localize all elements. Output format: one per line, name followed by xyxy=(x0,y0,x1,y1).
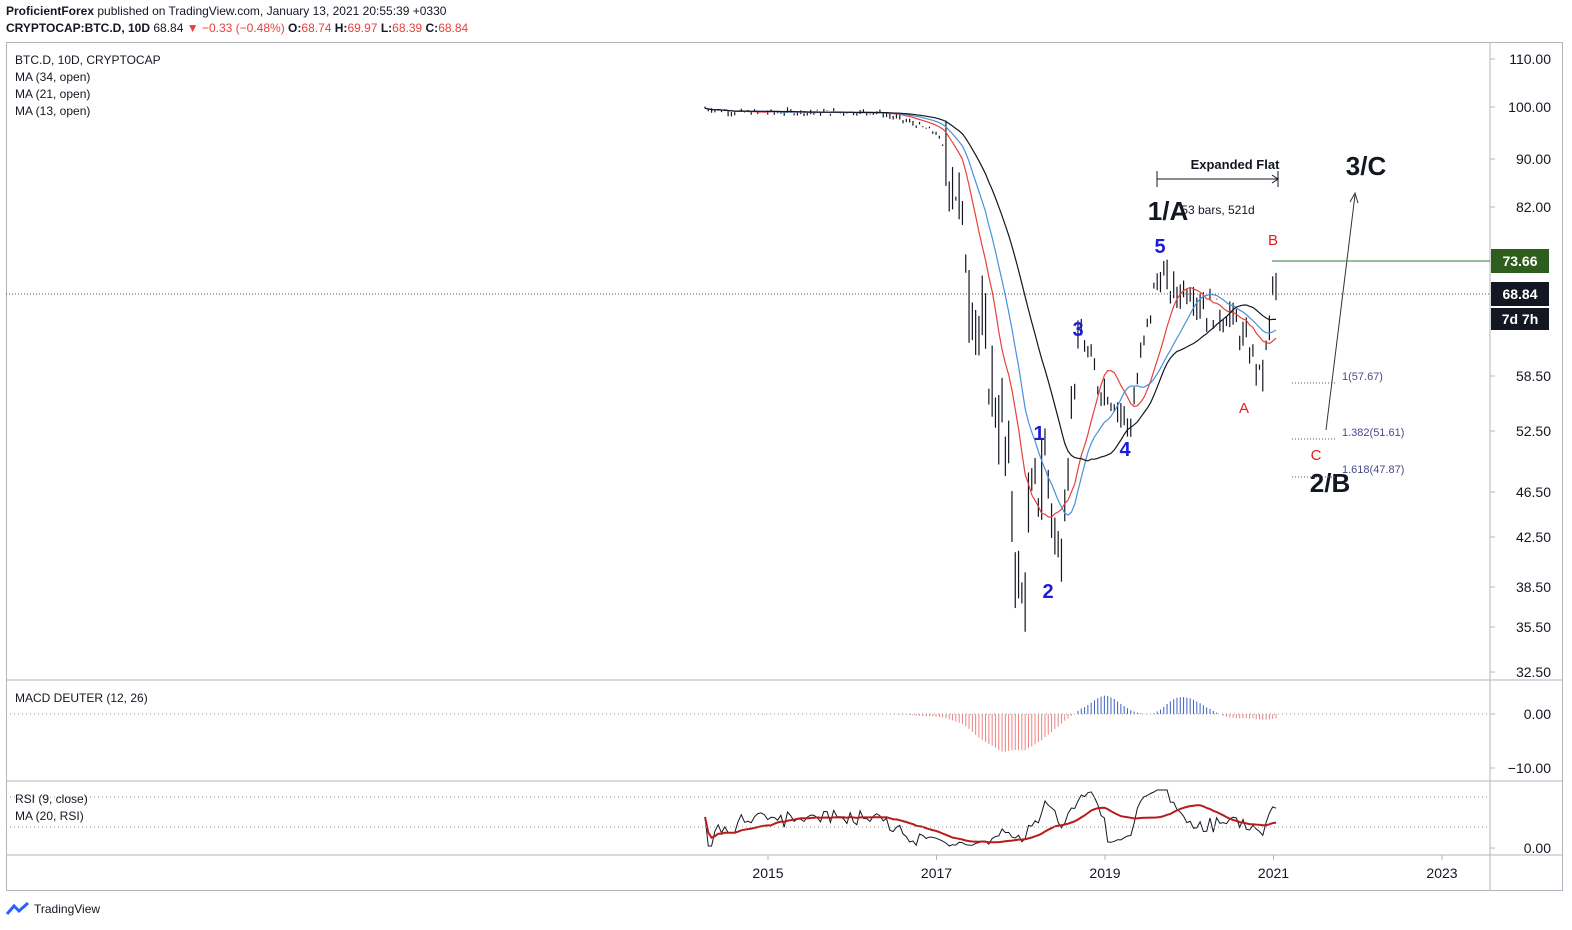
time-tick-label: 2015 xyxy=(752,865,783,881)
price-tick-label: 35.50 xyxy=(1516,619,1551,635)
bars-count-label: 53 bars, 521d xyxy=(1181,203,1254,217)
projection-arrow xyxy=(1325,194,1356,431)
time-tick-label: 2019 xyxy=(1089,865,1120,881)
countdown-badge xyxy=(1491,308,1549,330)
abc-label-A: A xyxy=(1239,400,1249,417)
open-label: O: xyxy=(288,21,302,35)
legend-ma13[interactable]: MA (13, open) xyxy=(15,104,91,118)
price-tick-label: 58.50 xyxy=(1516,368,1551,384)
price-tick-label: 100.00 xyxy=(1508,99,1551,115)
high-badge xyxy=(1491,249,1549,273)
change-value: −0.33 (−0.48%) xyxy=(201,21,285,35)
legend-ma34[interactable]: MA (34, open) xyxy=(15,70,91,84)
brand-name[interactable]: TradingView xyxy=(34,902,101,916)
date-range-arrow-icon xyxy=(1271,174,1279,184)
high-label: H: xyxy=(334,21,348,35)
published-text: published on TradingView.com, January 13… xyxy=(97,4,447,18)
wave-label-1: 1 xyxy=(1033,423,1044,445)
wave-degree-label: 1/A xyxy=(1148,196,1189,226)
legend-rsi-ma[interactable]: MA (20, RSI) xyxy=(15,809,84,823)
countdown-label: 7d 7h xyxy=(1502,311,1539,327)
macd-tick-label: −10.00 xyxy=(1508,760,1551,776)
low-label: L: xyxy=(380,21,393,35)
price-tick-label: 90.00 xyxy=(1516,151,1551,167)
publisher-name[interactable]: ProficientForex xyxy=(6,4,95,18)
expanded-flat-label: Expanded Flat xyxy=(1191,157,1281,172)
fib-level-label: 1.618(47.87) xyxy=(1342,464,1404,476)
footer: TradingView xyxy=(6,902,100,916)
wave-label-2: 2 xyxy=(1042,581,1053,603)
price-tick-label: 46.50 xyxy=(1516,484,1551,500)
symbol-text: CRYPTOCAP:BTC.D, 10D xyxy=(6,21,151,35)
quote-line: CRYPTOCAP:BTC.D, 10D 68.84 ▼ −0.33 (−0.4… xyxy=(6,21,468,35)
fib-level-label: 1(57.67) xyxy=(1342,371,1383,383)
time-tick-label: 2017 xyxy=(921,865,952,881)
wave-degree-label: 3/C xyxy=(1346,151,1387,181)
legend-macd[interactable]: MACD DEUTER (12, 26) xyxy=(15,691,148,705)
wave-label-3: 3 xyxy=(1072,319,1083,341)
rsi-line xyxy=(704,789,1277,847)
wave-label-5: 5 xyxy=(1154,236,1165,258)
price-tick-label: 38.50 xyxy=(1516,579,1551,595)
high-value: 69.97 xyxy=(347,21,378,35)
price-tick-label: 110.00 xyxy=(1509,51,1551,67)
macd-histogram xyxy=(744,695,1277,752)
rsi-tick-label: 0.00 xyxy=(1524,840,1551,856)
wave-label-4: 4 xyxy=(1119,439,1131,461)
high-badge-label: 73.66 xyxy=(1502,253,1537,269)
close-value: 68.84 xyxy=(438,21,469,35)
abc-label-C: C xyxy=(1311,447,1322,464)
price-tick-label: 42.50 xyxy=(1516,529,1551,545)
time-tick-label: 2023 xyxy=(1426,865,1457,881)
change-text: ▼ −0.33 (−0.48%) xyxy=(186,21,285,35)
open-value: 68.74 xyxy=(301,21,332,35)
legend-title[interactable]: BTC.D, 10D, CRYPTOCAP xyxy=(15,53,161,67)
price-bars xyxy=(704,106,1277,632)
arrow-head-icon xyxy=(1349,191,1359,204)
legend-rsi[interactable]: RSI (9, close) xyxy=(15,792,88,806)
low-value: 68.39 xyxy=(392,21,423,35)
close-label: C: xyxy=(425,21,439,35)
legend-ma21[interactable]: MA (21, open) xyxy=(15,87,91,101)
ma34-line xyxy=(704,107,1277,462)
tradingview-logo-icon xyxy=(6,902,29,915)
fib-level-label: 1.382(51.61) xyxy=(1342,427,1404,439)
last-price: 68.84 xyxy=(153,21,184,35)
wave-degree-label: 2/B xyxy=(1310,468,1350,498)
chart-frame xyxy=(6,42,1563,891)
price-tick-label: 52.50 xyxy=(1516,423,1551,439)
last-price-label: 68.84 xyxy=(1502,286,1537,302)
last-price-badge xyxy=(1491,282,1549,306)
price-tick-label: 32.50 xyxy=(1516,664,1551,680)
publish-info: ProficientForex published on TradingView… xyxy=(6,4,446,18)
abc-label-B: B xyxy=(1268,232,1278,249)
rsi-ma-line xyxy=(704,804,1277,844)
macd-tick-label: 0.00 xyxy=(1524,706,1551,722)
time-tick-label: 2021 xyxy=(1258,865,1289,881)
price-tick-label: 82.00 xyxy=(1516,199,1551,215)
